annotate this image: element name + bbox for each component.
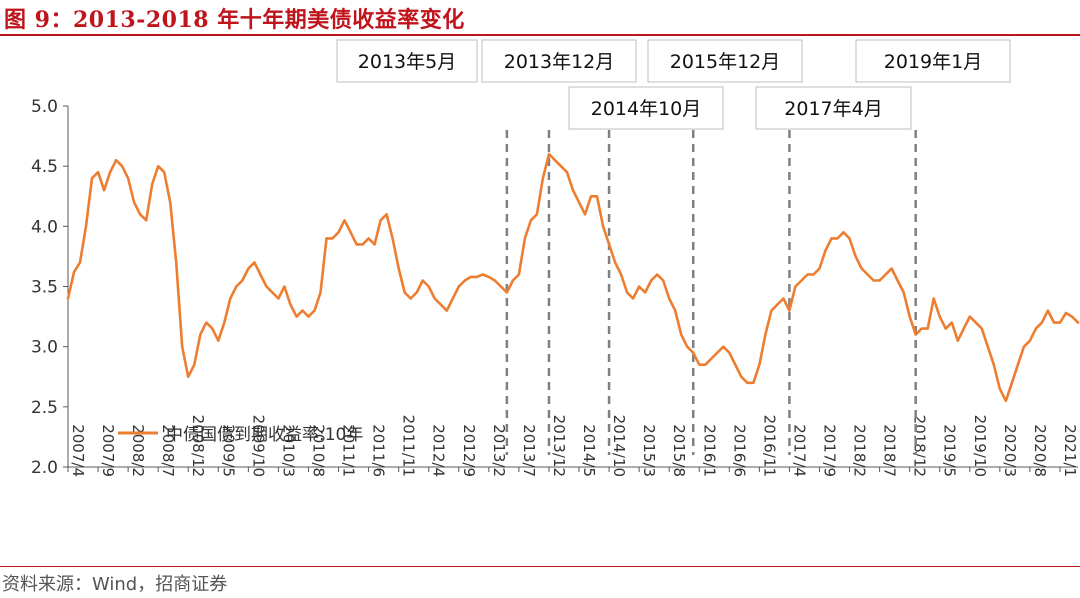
y-tick-label: 4.0 bbox=[31, 217, 58, 237]
x-tick-label: 2018/7 bbox=[881, 424, 899, 477]
yield-line-chart: 2.0 2.5 3.0 3.5 4.0 4.5 5.0 2007/4 2007/9 2008/2 2… bbox=[31, 39, 1080, 478]
x-tick-label: 2020/8 bbox=[1031, 424, 1049, 477]
legend: 中债国债到期收益率:10年 bbox=[118, 425, 363, 445]
event-label: 2019年1月 bbox=[884, 51, 982, 73]
chart-axes: 2.0 2.5 3.0 3.5 4.0 4.5 5.0 2007/4 2007/9 2008/2 2… bbox=[31, 97, 1079, 478]
x-tick-label: 2010/3 bbox=[279, 424, 297, 477]
report-header: 图 9：2013-2018 年十年期美债收益率变化 bbox=[0, 0, 1080, 34]
event-label: 2013年5月 bbox=[358, 51, 456, 73]
y-tick-label: 2.5 bbox=[31, 398, 58, 418]
x-tick-label: 2011/1 bbox=[340, 424, 358, 477]
event-label-box bbox=[336, 39, 478, 83]
x-tick-label: 2018/2 bbox=[851, 424, 869, 477]
x-tick-label: 2015/3 bbox=[640, 424, 658, 477]
x-tick-label: 2007/9 bbox=[99, 424, 117, 477]
event-markers: 2013年5月 2013年12月 2014年10月 2015年12月 2017年4月 20… bbox=[336, 39, 1011, 455]
x-tick-label: 2017/4 bbox=[790, 424, 808, 477]
event-label: 2017年4月 bbox=[784, 98, 882, 120]
x-tick-label: 2008/2 bbox=[129, 424, 147, 477]
series-layer bbox=[66, 152, 1080, 403]
x-tick-label: 2011/6 bbox=[370, 424, 388, 477]
event-label-box bbox=[855, 39, 1011, 83]
x-tick-label: 2016/6 bbox=[730, 424, 748, 477]
y-tick-label: 4.5 bbox=[31, 157, 58, 177]
y-tick-label: 3.0 bbox=[31, 338, 58, 358]
y-tick-label: 5.0 bbox=[31, 97, 58, 117]
x-tick-label: 2016/11 bbox=[760, 415, 778, 477]
event-label-box bbox=[755, 86, 912, 130]
x-tick-label: 2014/5 bbox=[580, 424, 598, 477]
event-label: 2013年12月 bbox=[504, 51, 615, 73]
event-label-box bbox=[481, 39, 637, 83]
y-tick-label: 2.0 bbox=[31, 458, 58, 478]
x-tick-label: 2021/1 bbox=[1061, 424, 1079, 477]
x-tick-label: 2012/4 bbox=[430, 424, 448, 477]
x-tick-label: 2013/7 bbox=[520, 424, 538, 477]
series-line bbox=[66, 152, 1080, 403]
figure-title: 图 9：2013-2018 年十年期美债收益率变化 bbox=[4, 7, 465, 33]
event-label-box bbox=[568, 86, 724, 130]
x-tick-label: 2020/3 bbox=[1001, 424, 1019, 477]
x-tick-label: 2013/2 bbox=[490, 424, 508, 477]
x-tick-label: 2019/5 bbox=[941, 424, 959, 477]
legend-label: 中债国债到期收益率:10年 bbox=[166, 425, 363, 445]
x-tick-label: 2008/12 bbox=[189, 415, 207, 477]
x-tick-label: 2018/12 bbox=[911, 415, 929, 477]
x-tick-label: 2008/7 bbox=[159, 424, 177, 477]
x-tick-label: 2019/10 bbox=[971, 415, 989, 477]
source-note: 资料来源：Wind，招商证券 bbox=[2, 574, 228, 595]
x-tick-label: 2009/10 bbox=[249, 415, 267, 477]
title-rule bbox=[0, 34, 1080, 36]
x-tick-label: 2009/5 bbox=[219, 424, 237, 477]
x-tick-label: 2015/8 bbox=[670, 424, 688, 477]
event-label: 2014年10月 bbox=[591, 98, 702, 120]
x-tick-label: 2007/4 bbox=[69, 424, 87, 477]
x-tick-label: 2012/9 bbox=[460, 424, 478, 477]
y-tick-label: 3.5 bbox=[31, 278, 58, 298]
x-tick-label: 2013/12 bbox=[550, 415, 568, 477]
x-tick-label: 2014/10 bbox=[610, 415, 628, 477]
x-tick-label: 2017/9 bbox=[820, 424, 838, 477]
x-tick-label: 2010/8 bbox=[309, 424, 327, 477]
event-label-box bbox=[647, 39, 803, 83]
source-rule bbox=[0, 566, 1080, 567]
x-tick-label: 2016/1 bbox=[700, 424, 718, 477]
event-label: 2015年12月 bbox=[670, 51, 781, 73]
x-tick-label: 2011/11 bbox=[400, 415, 418, 477]
